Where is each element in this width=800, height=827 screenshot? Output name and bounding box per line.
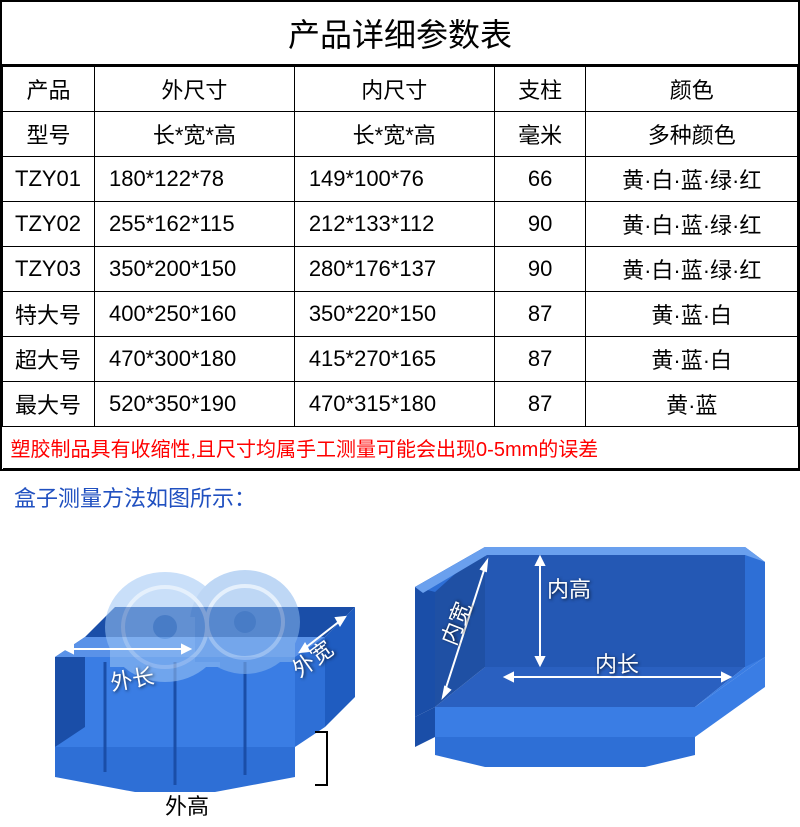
spec-table-container: 产品详细参数表 产品 外尺寸 内尺寸 支柱 颜色 型号 长*宽*高 长*宽*高 …	[0, 0, 800, 471]
table-row: 超大号470*300*180415*270*16587黄·蓝·白	[3, 337, 798, 382]
table-row: 特大号400*250*160350*220*15087黄·蓝·白	[3, 292, 798, 337]
sub-mm: 毫米	[494, 112, 586, 157]
cell-outer: 520*350*190	[94, 382, 294, 427]
table-title: 产品详细参数表	[2, 2, 798, 66]
cell-inner: 149*100*76	[294, 157, 494, 202]
label-inner-length: 内长	[595, 647, 639, 679]
cell-pillar: 87	[494, 382, 586, 427]
cell-color: 黄·蓝·白	[586, 337, 798, 382]
col-product: 产品	[3, 67, 95, 112]
cell-color: 黄·蓝·白	[586, 292, 798, 337]
diagram-row: 外长 外宽 外高	[0, 517, 800, 827]
cell-outer: 350*200*150	[94, 247, 294, 292]
inner-box-svg	[395, 517, 785, 787]
cell-outer: 255*162*115	[94, 202, 294, 247]
col-outer: 外尺寸	[94, 67, 294, 112]
cell-model: 超大号	[3, 337, 95, 382]
cell-inner: 212*133*112	[294, 202, 494, 247]
sub-lwh-inner: 长*宽*高	[294, 112, 494, 157]
note-text: 塑胶制品具有收缩性,且尺寸均属手工测量可能会出现0-5mm的误差	[3, 427, 798, 469]
spec-table: 产品 外尺寸 内尺寸 支柱 颜色 型号 长*宽*高 长*宽*高 毫米 多种颜色 …	[2, 66, 798, 469]
col-pillar: 支柱	[494, 67, 586, 112]
label-outer-height: 外高	[165, 789, 209, 821]
cell-pillar: 87	[494, 292, 586, 337]
cell-outer: 180*122*78	[94, 157, 294, 202]
label-inner-height: 内高	[547, 572, 591, 604]
table-row: 最大号520*350*190470*315*18087黄·蓝	[3, 382, 798, 427]
cell-pillar: 90	[494, 247, 586, 292]
subheader-row: 型号 长*宽*高 长*宽*高 毫米 多种颜色	[3, 112, 798, 157]
cell-color: 黄·白·蓝·绿·红	[586, 202, 798, 247]
table-row: TZY01180*122*78149*100*7666黄·白·蓝·绿·红	[3, 157, 798, 202]
cell-model: 特大号	[3, 292, 95, 337]
cell-model: TZY02	[3, 202, 95, 247]
sub-model: 型号	[3, 112, 95, 157]
table-row: TZY02255*162*115212*133*11290黄·白·蓝·绿·红	[3, 202, 798, 247]
outer-box-diagram: 外长 外宽 外高	[15, 517, 385, 817]
col-inner: 内尺寸	[294, 67, 494, 112]
cell-inner: 280*176*137	[294, 247, 494, 292]
measure-caption: 盒子测量方法如图所示：	[0, 471, 800, 517]
table-row: TZY03350*200*150280*176*13790黄·白·蓝·绿·红	[3, 247, 798, 292]
cell-pillar: 90	[494, 202, 586, 247]
cell-model: 最大号	[3, 382, 95, 427]
cell-model: TZY01	[3, 157, 95, 202]
cell-outer: 400*250*160	[94, 292, 294, 337]
header-row: 产品 外尺寸 内尺寸 支柱 颜色	[3, 67, 798, 112]
cell-inner: 470*315*180	[294, 382, 494, 427]
cell-color: 黄·白·蓝·绿·红	[586, 157, 798, 202]
cell-model: TZY03	[3, 247, 95, 292]
cell-inner: 350*220*150	[294, 292, 494, 337]
outer-box-svg	[15, 517, 385, 817]
cell-color: 黄·白·蓝·绿·红	[586, 247, 798, 292]
cell-pillar: 66	[494, 157, 586, 202]
cell-color: 黄·蓝	[586, 382, 798, 427]
table-body: TZY01180*122*78149*100*7666黄·白·蓝·绿·红TZY0…	[3, 157, 798, 427]
note-row: 塑胶制品具有收缩性,且尺寸均属手工测量可能会出现0-5mm的误差	[3, 427, 798, 469]
sub-multi-color: 多种颜色	[586, 112, 798, 157]
sub-lwh-outer: 长*宽*高	[94, 112, 294, 157]
cell-outer: 470*300*180	[94, 337, 294, 382]
cell-pillar: 87	[494, 337, 586, 382]
cell-inner: 415*270*165	[294, 337, 494, 382]
inner-box-diagram: 内宽 内高 内长	[395, 517, 785, 787]
col-color: 颜色	[586, 67, 798, 112]
